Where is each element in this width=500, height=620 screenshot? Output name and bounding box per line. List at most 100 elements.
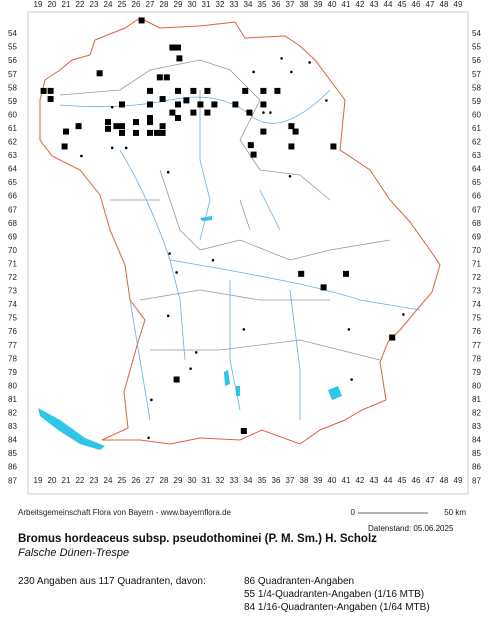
record-square <box>156 74 163 81</box>
record-square <box>105 125 111 132</box>
map: Arbeitsgemeinschaft Flora von Bayern - w… <box>8 0 481 517</box>
column-label: 24 <box>104 0 113 9</box>
column-label: 48 <box>440 0 449 9</box>
record-square <box>246 109 253 116</box>
column-label: 42 <box>356 476 365 485</box>
column-label: 45 <box>398 0 407 9</box>
record-square <box>240 428 247 435</box>
state-border <box>39 17 441 445</box>
record-square <box>154 129 160 136</box>
row-label: 70 <box>472 246 481 255</box>
row-label: 64 <box>472 165 481 174</box>
record-dot <box>308 61 311 64</box>
column-label: 44 <box>384 476 393 485</box>
row-label: 69 <box>472 232 481 241</box>
record-dot <box>402 313 405 316</box>
record-square <box>232 101 239 108</box>
column-label: 38 <box>300 476 309 485</box>
row-label: 60 <box>8 110 17 119</box>
record-dot <box>189 367 192 370</box>
record-dot <box>350 378 353 381</box>
record-square <box>176 55 183 62</box>
column-label: 38 <box>300 0 309 9</box>
record-dot <box>150 398 153 402</box>
column-label: 25 <box>118 0 127 9</box>
row-label: 71 <box>8 259 17 268</box>
record-square <box>173 376 180 383</box>
column-label: 47 <box>426 0 435 9</box>
record-square <box>61 143 68 150</box>
column-label: 27 <box>146 476 155 485</box>
row-label: 59 <box>8 97 17 106</box>
column-label: 32 <box>216 0 225 9</box>
row-label: 63 <box>472 151 481 160</box>
record-square <box>175 115 181 122</box>
column-label: 23 <box>90 0 99 9</box>
row-label: 74 <box>8 300 17 309</box>
record-square <box>147 129 153 136</box>
row-label: 71 <box>472 259 481 268</box>
column-label: 29 <box>174 476 183 485</box>
row-label: 74 <box>472 300 481 309</box>
column-label: 20 <box>48 0 57 9</box>
record-square <box>147 87 153 94</box>
row-label: 83 <box>472 422 481 431</box>
record-square <box>138 17 145 24</box>
row-label: 77 <box>472 341 481 350</box>
column-label: 31 <box>202 476 211 485</box>
column-label: 37 <box>286 476 295 485</box>
column-label: 21 <box>62 0 71 9</box>
row-label: 77 <box>8 341 17 350</box>
row-label: 87 <box>472 476 481 485</box>
record-square <box>105 119 111 126</box>
column-label: 33 <box>230 0 239 9</box>
row-label: 66 <box>472 192 481 201</box>
record-dot <box>280 57 283 60</box>
row-label: 64 <box>8 165 17 174</box>
row-label: 57 <box>8 70 17 79</box>
row-label: 81 <box>472 395 481 404</box>
row-label: 76 <box>8 327 17 336</box>
column-label: 27 <box>146 0 155 9</box>
record-dot <box>168 252 171 255</box>
record-dot <box>80 154 83 158</box>
credit: Arbeitsgemeinschaft Flora von Bayern - w… <box>18 508 232 517</box>
column-label: 39 <box>314 0 323 9</box>
row-label: 68 <box>472 219 481 228</box>
column-label: 42 <box>356 0 365 9</box>
row-label: 56 <box>8 56 17 65</box>
record-square <box>330 143 337 150</box>
record-square <box>190 87 197 94</box>
record-square <box>169 109 176 116</box>
record-square <box>320 284 327 291</box>
species-common: Falsche Dünen-Trespe <box>18 547 130 559</box>
row-label: 82 <box>8 409 17 418</box>
record-square <box>175 87 181 94</box>
record-dot <box>211 258 215 262</box>
record-square <box>175 44 181 51</box>
row-label: 73 <box>8 287 17 296</box>
column-label: 21 <box>62 476 71 485</box>
record-square <box>133 119 139 126</box>
column-label: 25 <box>118 476 127 485</box>
column-label: 26 <box>132 0 141 9</box>
record-dot <box>290 70 293 74</box>
column-label: 20 <box>48 476 57 485</box>
record-square <box>274 87 281 94</box>
row-label: 79 <box>472 368 481 377</box>
record-square <box>159 129 166 136</box>
row-label: 67 <box>8 205 17 214</box>
row-label: 83 <box>8 422 17 431</box>
row-label: 65 <box>8 178 17 187</box>
row-label: 85 <box>472 449 481 458</box>
row-label: 56 <box>472 56 481 65</box>
date: Datenstand: 05.06.2025 <box>368 524 454 533</box>
row-label: 86 <box>472 463 481 472</box>
record-square <box>250 151 257 158</box>
row-label: 67 <box>472 205 481 214</box>
row-label: 78 <box>8 354 17 363</box>
column-label: 31 <box>202 0 211 9</box>
lakes <box>200 216 342 400</box>
column-label: 35 <box>258 0 267 9</box>
row-label: 63 <box>8 151 17 160</box>
